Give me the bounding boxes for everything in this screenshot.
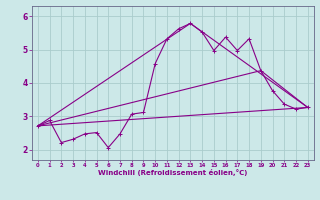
X-axis label: Windchill (Refroidissement éolien,°C): Windchill (Refroidissement éolien,°C) [98, 169, 247, 176]
